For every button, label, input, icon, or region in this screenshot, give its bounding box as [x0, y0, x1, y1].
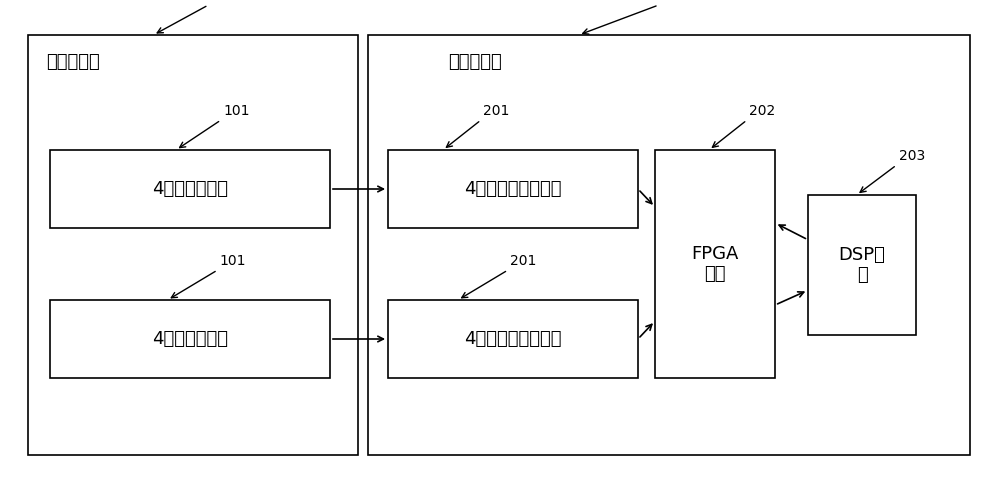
Text: 4通道模数转换芯片: 4通道模数转换芯片: [464, 180, 562, 198]
Text: 20: 20: [662, 0, 681, 3]
Text: 4通道射频芯片: 4通道射频芯片: [152, 330, 228, 348]
Bar: [50, 150, 330, 228]
Text: 201: 201: [510, 254, 536, 268]
Text: 4通道模数转换芯片: 4通道模数转换芯片: [464, 330, 562, 348]
Text: 射频子模块: 射频子模块: [46, 53, 100, 71]
Text: 203: 203: [899, 149, 925, 163]
Text: DSP芯
片: DSP芯 片: [839, 245, 885, 284]
Bar: [50, 300, 330, 378]
Bar: [655, 150, 775, 378]
Bar: [808, 195, 916, 335]
Text: 201: 201: [483, 104, 509, 118]
Text: 10: 10: [211, 0, 231, 3]
Text: 4通道射频芯片: 4通道射频芯片: [152, 180, 228, 198]
Text: FPGA
芯片: FPGA 芯片: [691, 244, 739, 284]
Text: 101: 101: [223, 104, 250, 118]
Bar: [28, 35, 358, 455]
Bar: [388, 150, 638, 228]
Text: 101: 101: [220, 254, 246, 268]
Text: 202: 202: [749, 104, 775, 118]
Bar: [368, 35, 970, 455]
Text: 基带子模块: 基带子模块: [448, 53, 502, 71]
Bar: [388, 300, 638, 378]
